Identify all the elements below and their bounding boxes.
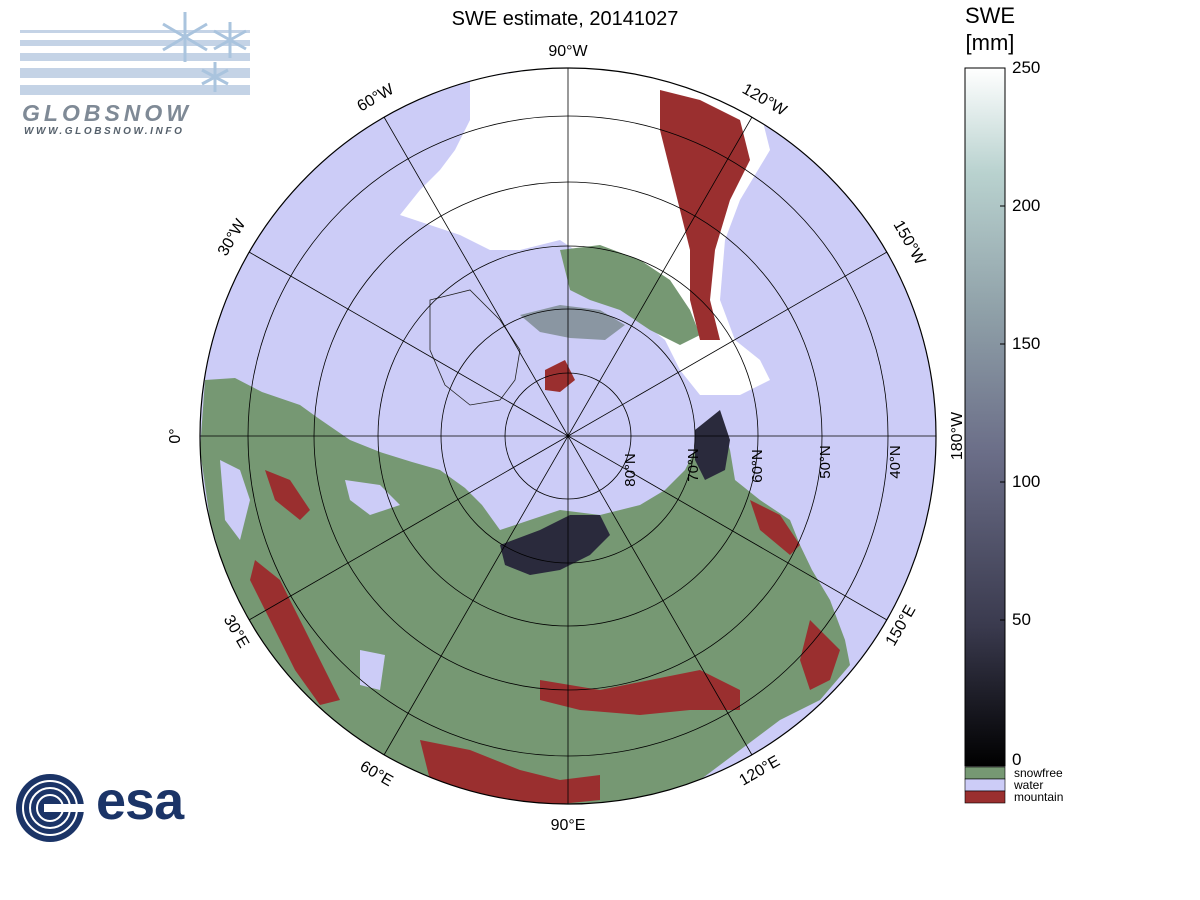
colorbar-tick-250: 250 <box>1012 58 1041 77</box>
lat-label-50n: 50°N <box>817 445 834 479</box>
caspian-sea <box>360 650 385 690</box>
colorbar-title-line1: SWE <box>964 3 1016 28</box>
swe-patch-canada <box>520 305 625 340</box>
colorbar-title-line2: [mm] <box>965 30 1015 55</box>
baltic-sea <box>220 460 250 540</box>
map-title: SWE estimate, 20141027 <box>451 8 679 30</box>
greenland-mountain <box>545 360 575 392</box>
siberia-deep-snow <box>500 515 610 575</box>
rocky-mountains <box>660 90 750 340</box>
lon-label-90e: 90°E <box>551 817 586 834</box>
lon-label-60e: 60°E <box>357 758 396 790</box>
lon-label-30w: 30°W <box>215 216 250 259</box>
esa-logo-icon <box>16 774 84 842</box>
greenland <box>429 289 521 406</box>
scandinavian-mountains <box>265 470 310 520</box>
lon-label-30e: 30°E <box>220 612 252 651</box>
colorbar-tick-0: 0 <box>1012 750 1022 769</box>
map-border <box>199 67 937 805</box>
legend-label-snowfree: snowfree <box>1014 766 1063 780</box>
legend-swatch-mountain <box>964 790 1006 804</box>
meridian-150w-30e <box>248 251 888 621</box>
latitude-labels: 80°N 70°N 60°N 50°N 40°N <box>622 445 904 487</box>
colorbar <box>964 67 1006 767</box>
colorbar-tick-50: 50 <box>1012 610 1031 629</box>
lon-label-0: 0° <box>167 428 184 443</box>
legend-swatch-water <box>964 778 1006 792</box>
snowflake-icon <box>162 12 247 92</box>
lat-label-70n: 70°N <box>685 448 702 482</box>
lon-label-90w: 90°W <box>548 43 588 60</box>
colorbar-ticks <box>1000 67 1005 621</box>
siberia-mountains <box>540 670 740 715</box>
lon-label-60w: 60°W <box>354 80 397 115</box>
lat-label-80n: 80°N <box>622 453 639 487</box>
colorbar-tick-150: 150 <box>1012 334 1041 353</box>
white-sea <box>345 480 400 515</box>
colorbar-tick-100: 100 <box>1012 472 1041 491</box>
legend-label-mountain: mountain <box>1014 790 1064 804</box>
globsnow-logo-graphic <box>20 12 250 95</box>
colorbar-tick-200: 200 <box>1012 196 1041 215</box>
kamchatka-mountains <box>800 620 840 690</box>
colorbar-title: SWE [mm] <box>950 2 1030 56</box>
esa-logo-text: esa <box>96 771 184 831</box>
canada-snowfree <box>560 245 700 345</box>
far-east-mountains <box>750 500 800 555</box>
legend-label-water: water <box>1014 778 1044 792</box>
map-layers <box>200 68 936 804</box>
lon-label-180w: 180°W <box>949 411 966 460</box>
lat-label-60n: 60°N <box>749 449 766 483</box>
lon-label-150w: 150°W <box>889 218 928 269</box>
globsnow-url: WWW.GLOBSNOW.INFO <box>24 126 185 137</box>
legend-swatch-snowfree <box>964 766 1006 780</box>
globsnow-logo-text: GLOBSNOW <box>22 100 192 126</box>
ural-mountains <box>250 560 340 705</box>
graticule <box>200 68 936 804</box>
lat-label-40n: 40°N <box>887 445 904 479</box>
chukotka-deep-snow <box>695 410 730 480</box>
